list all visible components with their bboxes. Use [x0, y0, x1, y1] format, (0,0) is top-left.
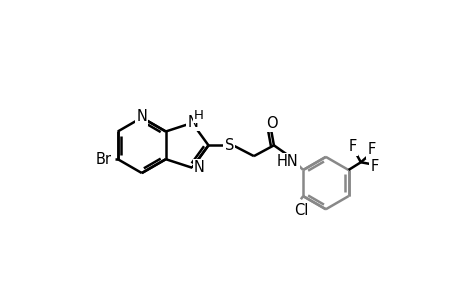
- Text: F: F: [367, 142, 375, 158]
- Text: O: O: [265, 116, 277, 130]
- Text: H: H: [193, 110, 203, 122]
- Text: N: N: [193, 160, 204, 175]
- Text: H: H: [194, 113, 204, 126]
- Text: F: F: [370, 159, 378, 174]
- Text: N: N: [136, 109, 147, 124]
- Text: HN: HN: [276, 154, 298, 169]
- Text: N: N: [187, 115, 198, 130]
- Text: Cl: Cl: [293, 202, 308, 217]
- Text: Br: Br: [96, 152, 112, 167]
- Text: S: S: [224, 138, 234, 153]
- Text: F: F: [348, 140, 357, 154]
